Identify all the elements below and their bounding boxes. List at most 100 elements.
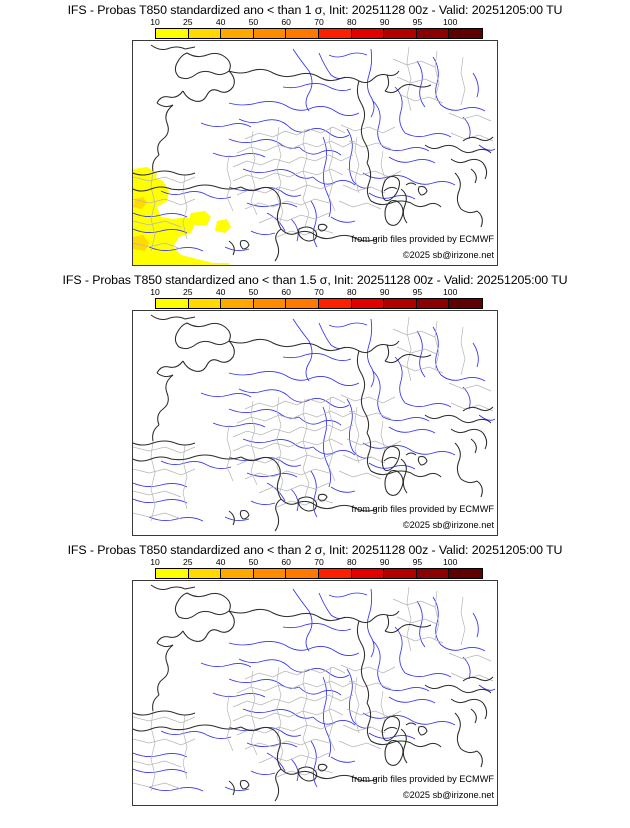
colorbar-tick-label: 70 xyxy=(314,287,324,297)
colorbar-tick-label: 40 xyxy=(215,557,226,567)
colorbar-swatch xyxy=(156,29,189,38)
colorbar-tick-label: 95 xyxy=(412,17,423,27)
colorbar-swatch xyxy=(384,29,417,38)
map-svg-3 xyxy=(133,584,496,802)
colorbar-swatch xyxy=(351,29,385,38)
credit-copyright-2: ©2025 sb@irizone.net xyxy=(402,520,494,530)
coastline-borders-3 xyxy=(133,584,494,802)
colorbar-tick-label: 100 xyxy=(443,557,458,567)
colorbar-tick-label: 95 xyxy=(412,557,423,567)
credit-copyright-1: ©2025 sb@irizone.net xyxy=(402,250,494,260)
colorbar-tick-label: 80 xyxy=(347,17,357,27)
colorbar-swatch xyxy=(449,569,482,578)
colorbar-swatch xyxy=(286,569,319,578)
shaded-probability-areas-1 xyxy=(133,167,231,265)
colorbar-swatch xyxy=(416,299,450,308)
colorbar-swatch xyxy=(351,299,385,308)
colorbar-tick-label: 70 xyxy=(314,17,324,27)
map-canvas-1[interactable]: from grib files provided by ECMWF ©2025 … xyxy=(132,40,498,266)
colorbar-swatch xyxy=(221,299,254,308)
colorbar-swatch xyxy=(384,569,417,578)
colorbar-tick-label: 25 xyxy=(183,287,193,297)
colorbar-2: 10 25 40 50 60 70 80 90 95 100 xyxy=(0,288,630,310)
coastline-borders-2 xyxy=(133,314,494,532)
colorbar-tick-label: 90 xyxy=(379,557,390,567)
forecast-panel-1: IFS - Probas T850 standardized ano < tha… xyxy=(0,0,630,266)
colorbar-swatches-2 xyxy=(155,298,483,309)
admin-boundaries-1 xyxy=(133,46,494,252)
colorbar-tick-label: 60 xyxy=(281,17,291,27)
colorbar-1: 10 25 40 50 60 70 80 90 95 100 xyxy=(0,18,630,40)
colorbar-swatch xyxy=(286,29,319,38)
colorbar-swatch xyxy=(318,299,352,308)
colorbar-tick-label: 95 xyxy=(412,287,423,297)
colorbar-tick-label: 40 xyxy=(215,17,226,27)
colorbar-tick-label: 10 xyxy=(150,17,160,27)
colorbar-swatch xyxy=(156,569,189,578)
colorbar-swatch xyxy=(253,299,287,308)
colorbar-swatch xyxy=(286,299,319,308)
colorbar-swatch xyxy=(253,29,287,38)
colorbar-swatches-1 xyxy=(155,28,483,39)
colorbar-tick-label: 50 xyxy=(248,557,259,567)
colorbar-swatch xyxy=(156,299,189,308)
colorbar-swatch xyxy=(253,569,287,578)
admin-boundaries-2 xyxy=(133,316,494,522)
island-outlines-2 xyxy=(239,445,428,520)
colorbar-tick-label: 10 xyxy=(150,557,160,567)
credit-source-1: from grib files provided by ECMWF xyxy=(351,234,494,244)
island-outlines-1 xyxy=(239,175,428,250)
credit-source-3: from grib files provided by ECMWF xyxy=(351,774,494,784)
map-canvas-2[interactable]: from grib files provided by ECMWF ©2025 … xyxy=(132,310,498,536)
credit-source-2: from grib files provided by ECMWF xyxy=(351,504,494,514)
colorbar-swatch xyxy=(416,569,450,578)
colorbar-tick-label: 50 xyxy=(248,287,259,297)
colorbar-tick-label: 40 xyxy=(215,287,226,297)
forecast-panel-2: IFS - Probas T850 standardized ano < tha… xyxy=(0,270,630,536)
colorbar-tick-label: 25 xyxy=(183,557,193,567)
river-network-1 xyxy=(133,48,496,252)
colorbar-ticks-2: 10 25 40 50 60 70 80 90 95 100 xyxy=(150,287,483,298)
colorbar-swatch xyxy=(384,299,417,308)
colorbar-tick-label: 25 xyxy=(183,17,193,27)
colorbar-tick-label: 60 xyxy=(281,557,291,567)
colorbar-swatch xyxy=(188,569,222,578)
colorbar-tick-label: 10 xyxy=(150,287,160,297)
panel-title-2: IFS - Probas T850 standardized ano < tha… xyxy=(62,273,568,287)
colorbar-tick-label: 100 xyxy=(443,287,458,297)
panel-title-1: IFS - Probas T850 standardized ano < tha… xyxy=(67,3,563,17)
map-svg-2 xyxy=(133,314,496,532)
colorbar-swatch xyxy=(449,299,482,308)
colorbar-tick-label: 80 xyxy=(347,557,357,567)
river-network-3 xyxy=(133,588,496,792)
panel-title-3: IFS - Probas T850 standardized ano < tha… xyxy=(67,543,563,557)
colorbar-ticks-3: 10 25 40 50 60 70 80 90 95 100 xyxy=(150,557,483,568)
colorbar-swatch xyxy=(318,29,352,38)
colorbar-tick-label: 70 xyxy=(314,557,324,567)
colorbar-swatch xyxy=(188,299,222,308)
colorbar-swatches-3 xyxy=(155,568,483,579)
forecast-panel-3: IFS - Probas T850 standardized ano < tha… xyxy=(0,540,630,806)
colorbar-swatch xyxy=(351,569,385,578)
island-outlines-3 xyxy=(239,715,428,790)
colorbar-ticks-1: 10 25 40 50 60 70 80 90 95 100 xyxy=(150,17,483,28)
colorbar-swatch xyxy=(416,29,450,38)
admin-boundaries-3 xyxy=(133,586,494,792)
colorbar-tick-label: 90 xyxy=(379,287,390,297)
colorbar-tick-label: 60 xyxy=(281,287,291,297)
credit-copyright-3: ©2025 sb@irizone.net xyxy=(402,790,494,800)
map-canvas-3[interactable]: from grib files provided by ECMWF ©2025 … xyxy=(132,580,498,806)
colorbar-tick-label: 50 xyxy=(248,17,259,27)
colorbar-swatch xyxy=(221,29,254,38)
colorbar-swatch xyxy=(318,569,352,578)
colorbar-swatch xyxy=(449,29,482,38)
colorbar-tick-label: 100 xyxy=(443,17,458,27)
colorbar-swatch xyxy=(188,29,222,38)
coastline-borders-1 xyxy=(133,44,494,262)
colorbar-swatch xyxy=(221,569,254,578)
map-svg-1 xyxy=(133,44,496,265)
colorbar-3: 10 25 40 50 60 70 80 90 95 100 xyxy=(0,558,630,580)
colorbar-tick-label: 80 xyxy=(347,287,357,297)
river-network-2 xyxy=(133,318,496,522)
colorbar-tick-label: 90 xyxy=(379,17,390,27)
